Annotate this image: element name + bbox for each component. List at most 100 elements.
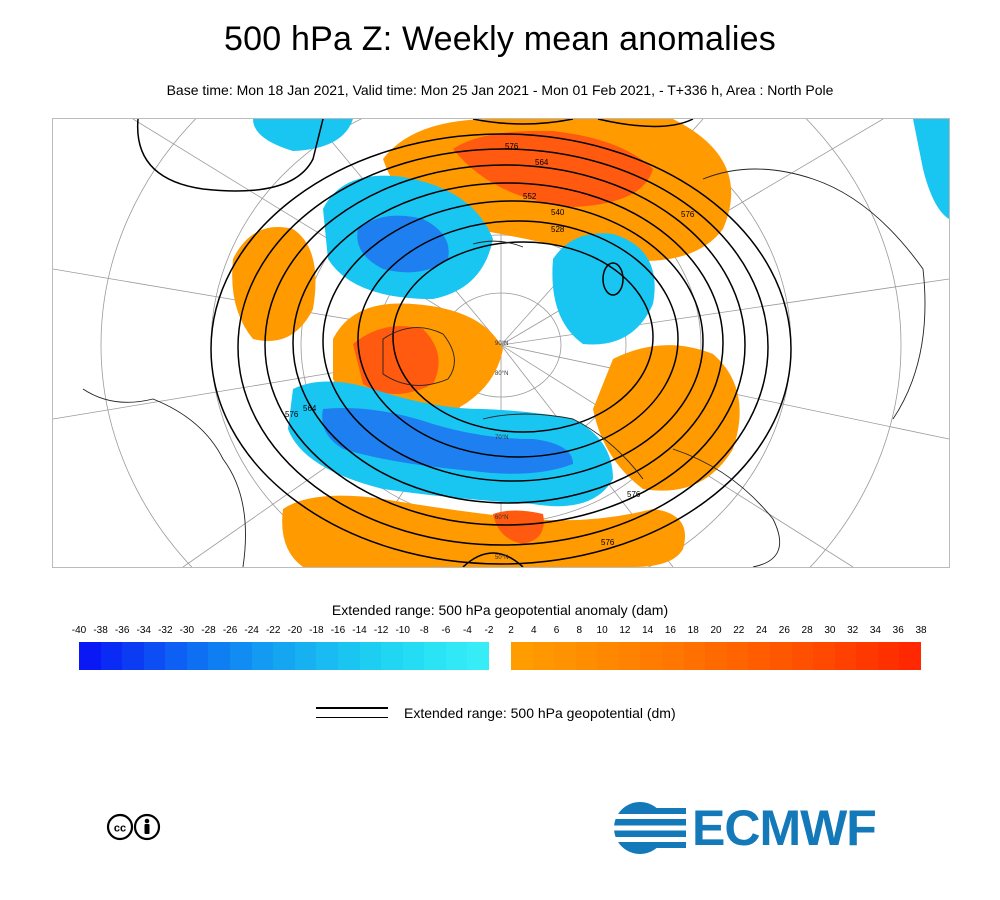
colorbar-segment (554, 642, 576, 670)
contour-legend-label: Extended range: 500 hPa geopotential (dm… (404, 705, 676, 721)
chart-title: 500 hPa Z: Weekly mean anomalies (224, 20, 776, 58)
colorbar-segment (791, 642, 814, 670)
colorbar-tick-label: -12 (373, 625, 389, 636)
colorbar-tick-label: 18 (687, 625, 699, 636)
colorbar-segment (511, 642, 533, 670)
colorbar-tick-label: 14 (642, 625, 654, 636)
colorbar-segment (662, 642, 684, 670)
colorbar-tick-label: 38 (915, 625, 927, 636)
colorbar-tick-label: 34 (869, 625, 881, 636)
colorbar-tick-label: -14 (352, 625, 367, 636)
colorbar-segment (726, 642, 749, 670)
colorbar-tick-label: -26 (222, 625, 238, 636)
lat-label: 50°N (495, 555, 508, 561)
colorbar-tick-label: -16 (330, 625, 346, 636)
colorbar-segment (79, 642, 101, 670)
colorbar-segment (251, 642, 274, 670)
lat-label: 70°N (495, 435, 508, 441)
colorbar-title: Extended range: 500 hPa geopotential ano… (331, 602, 669, 618)
svg-text:cc: cc (114, 823, 126, 835)
colorbar-tick-label: 20 (710, 625, 722, 636)
colorbar-tick-label: 16 (664, 625, 676, 636)
contour-legend-line (316, 707, 388, 709)
colorbar-tick-label: -38 (93, 625, 108, 636)
colorbar-segment (100, 642, 123, 670)
colorbar-segment (165, 642, 187, 670)
colorbar-segment (294, 642, 317, 670)
colorbar-tick-label: -34 (136, 625, 151, 636)
colorbar-segment (316, 642, 338, 670)
colorbar-positive (511, 642, 921, 670)
colorbar-tick-label: 36 (892, 625, 904, 636)
colorbar-tick-label: 24 (755, 625, 768, 636)
colorbar-tick-label: 4 (530, 625, 537, 636)
colorbar-segment (705, 642, 727, 670)
contour-label: 576 (285, 410, 299, 419)
colorbar-segment (899, 642, 921, 670)
colorbar-segment (359, 642, 382, 670)
colorbar-tick-label: -32 (158, 625, 173, 636)
ecmwf-logo: ECMWF (612, 800, 902, 856)
colorbar-segment (856, 642, 878, 670)
contour-label: 576 (627, 490, 641, 499)
colorbar-segment (467, 642, 489, 670)
colorbar-tick-label: -8 (419, 625, 429, 636)
colorbar-tick-label: -28 (201, 625, 216, 636)
colorbar-tick-label: 28 (801, 625, 813, 636)
colorbar-segment (143, 642, 166, 670)
colorbar-tick-label: 2 (508, 625, 514, 636)
colorbar-segment (122, 642, 144, 670)
colorbar-tick-label: -30 (179, 625, 195, 636)
colorbar-tick-label: -4 (462, 625, 472, 636)
colorbar-tick-label: 22 (733, 625, 745, 636)
colorbar-tick-label: -40 (71, 625, 87, 636)
colorbar-tick-label: -6 (441, 625, 451, 636)
colorbar-tick-label: 10 (596, 625, 608, 636)
chart-subtitle: Base time: Mon 18 Jan 2021, Valid time: … (166, 82, 834, 98)
contour-label: 564 (303, 404, 317, 413)
colorbar-tick-label: -22 (265, 625, 281, 636)
colorbar-tick-label: 30 (824, 625, 836, 636)
colorbar-tick-label: 12 (619, 625, 631, 636)
colorbar-segment (597, 642, 619, 670)
colorbar-segment (208, 642, 231, 670)
contour-label: 576 (505, 142, 519, 151)
ecmwf-logo-text: ECMWF (692, 800, 877, 856)
colorbar-ticks: -40 -38 -36 -34 -32 -30 -28 -26 -24 -22 -20 -18 -16-… (0, 625, 1000, 639)
colorbar-segment (381, 642, 403, 670)
colorbar-segment (575, 642, 598, 670)
cc-by-icon: cc (106, 813, 162, 841)
colorbar-tick-label: -10 (395, 625, 410, 636)
geopotential-contours (136, 119, 792, 567)
contour-label: 576 (601, 538, 615, 547)
coastlines (82, 168, 926, 567)
colorbar-segment (402, 642, 425, 670)
anomaly-shading (232, 119, 949, 567)
contour-legend: Extended range: 500 hPa geopotential (dm… (316, 704, 736, 724)
contour-legend-line (316, 717, 388, 718)
colorbar-tick-label: -2 (484, 625, 494, 636)
polar-map: 576 564 552 540 528 576 576 564 576 576 … (52, 118, 950, 568)
contour-label: 540 (551, 208, 565, 217)
contour-labels: 576 564 552 540 528 576 576 564 576 576 (285, 142, 695, 547)
contour-label: 576 (681, 210, 695, 219)
colorbar-segment (769, 642, 792, 670)
contour-label: 564 (535, 158, 549, 167)
contour-label: 552 (523, 192, 537, 201)
colorbar-segment (618, 642, 641, 670)
colorbar-segment (186, 642, 209, 670)
colorbar-segment (230, 642, 252, 670)
colorbar-segment (273, 642, 295, 670)
colorbar-tick-label: -20 (287, 625, 303, 636)
colorbar-negative (79, 642, 489, 670)
colorbar-segment (532, 642, 555, 670)
colorbar-segment (748, 642, 770, 670)
colorbar-segment (813, 642, 835, 670)
colorbar-tick-label: -24 (244, 625, 259, 636)
colorbar-segment (445, 642, 468, 670)
colorbar-tick-label: -18 (309, 625, 324, 636)
colorbar-segment (337, 642, 360, 670)
colorbar-segment (424, 642, 446, 670)
lat-label: 80°N (495, 371, 508, 377)
lat-label: 90°N (495, 341, 508, 347)
